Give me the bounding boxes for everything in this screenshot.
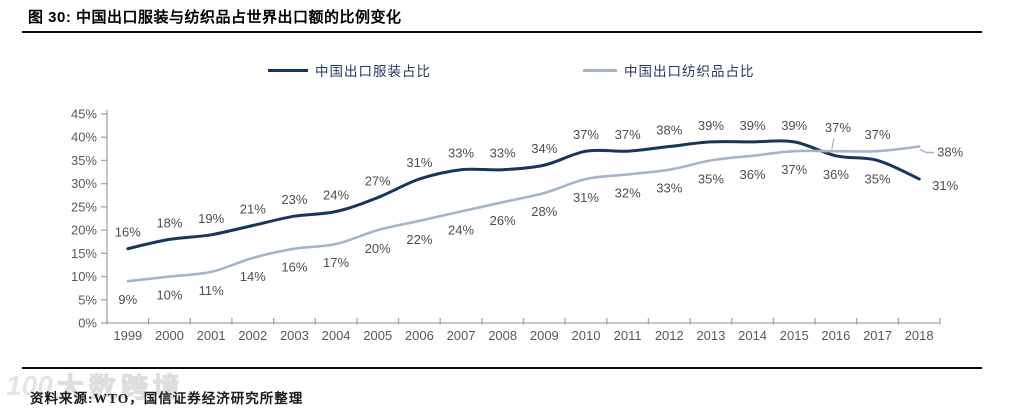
data-label: 28% bbox=[531, 204, 557, 219]
data-label: 24% bbox=[448, 223, 474, 238]
y-tick-label: 35% bbox=[71, 153, 97, 168]
x-tick-label: 2011 bbox=[614, 328, 642, 343]
legend-swatch-clothing-icon bbox=[268, 68, 308, 72]
label-leader-line bbox=[919, 148, 935, 154]
data-label: 31% bbox=[932, 178, 958, 193]
data-label: 23% bbox=[281, 192, 307, 207]
data-label: 39% bbox=[740, 118, 766, 133]
data-label: 38% bbox=[656, 123, 682, 138]
legend-label-textile: 中国出口纺织品占比 bbox=[624, 64, 755, 79]
title-rule bbox=[22, 31, 982, 33]
figure-title: 图 30: 中国出口服装与纺织品占世界出口额的比例变化 bbox=[28, 9, 402, 26]
data-label: 37% bbox=[781, 162, 807, 177]
x-tick-label: 2017 bbox=[863, 328, 892, 343]
data-label: 35% bbox=[698, 171, 724, 186]
source-note: 资料来源:WTO，国信证券经济研究所整理 bbox=[30, 391, 304, 406]
data-label: 36% bbox=[823, 167, 849, 182]
x-tick-label: 2014 bbox=[738, 328, 767, 343]
legend-item-textile: 中国出口纺织品占比 bbox=[583, 60, 755, 80]
x-tick-label: 2008 bbox=[488, 328, 517, 343]
data-label: 16% bbox=[115, 225, 141, 240]
x-tick-label: 1999 bbox=[113, 328, 142, 343]
data-label: 33% bbox=[448, 146, 474, 161]
y-tick-label: 10% bbox=[71, 269, 97, 284]
y-tick-label: 15% bbox=[71, 246, 97, 261]
data-label: 14% bbox=[240, 269, 266, 284]
footer-rule bbox=[22, 367, 982, 369]
y-tick-label: 25% bbox=[71, 199, 97, 214]
data-label: 32% bbox=[615, 185, 641, 200]
legend-swatch-textile-icon bbox=[583, 68, 617, 72]
y-tick-label: 0% bbox=[78, 316, 97, 331]
x-tick-label: 2001 bbox=[197, 328, 226, 343]
y-tick-label: 30% bbox=[71, 176, 97, 191]
legend-label-clothing: 中国出口服装占比 bbox=[315, 64, 431, 79]
x-tick-label: 2012 bbox=[655, 328, 684, 343]
data-label: 37% bbox=[865, 127, 891, 142]
data-label: 31% bbox=[573, 190, 599, 205]
data-label: 21% bbox=[240, 201, 266, 216]
data-label: 37% bbox=[573, 127, 599, 142]
data-label: 39% bbox=[781, 118, 807, 133]
data-label: 26% bbox=[490, 213, 516, 228]
x-tick-label: 2002 bbox=[238, 328, 267, 343]
series-line-0 bbox=[126, 139, 921, 251]
x-tick-label: 2000 bbox=[155, 328, 184, 343]
data-label: 37% bbox=[825, 120, 851, 135]
x-tick-label: 2007 bbox=[447, 328, 476, 343]
data-label: 33% bbox=[656, 181, 682, 196]
data-label: 20% bbox=[365, 241, 391, 256]
x-tick-label: 2005 bbox=[363, 328, 392, 343]
data-label: 38% bbox=[937, 145, 963, 160]
data-label: 11% bbox=[199, 283, 224, 298]
data-label: 27% bbox=[365, 174, 391, 189]
x-tick-label: 2010 bbox=[572, 328, 601, 343]
data-label: 18% bbox=[156, 215, 182, 230]
data-label: 17% bbox=[323, 255, 349, 270]
legend-item-clothing: 中国出口服装占比 bbox=[268, 60, 431, 80]
data-label: 22% bbox=[406, 232, 432, 247]
data-label: 35% bbox=[865, 171, 891, 186]
x-tick-label: 2009 bbox=[530, 328, 559, 343]
x-tick-label: 2013 bbox=[696, 328, 725, 343]
data-label: 24% bbox=[323, 188, 349, 203]
data-label: 10% bbox=[156, 288, 182, 303]
x-tick-label: 2004 bbox=[322, 328, 351, 343]
data-label: 37% bbox=[615, 127, 641, 142]
series-line-1 bbox=[126, 145, 921, 283]
data-label: 9% bbox=[118, 292, 137, 307]
y-tick-label: 20% bbox=[71, 223, 97, 238]
y-tick-label: 5% bbox=[78, 292, 97, 307]
label-leader-line bbox=[831, 138, 835, 150]
x-tick-label: 2006 bbox=[405, 328, 434, 343]
data-label: 19% bbox=[198, 211, 224, 226]
data-label: 34% bbox=[531, 141, 557, 156]
data-label: 16% bbox=[281, 260, 307, 275]
y-tick-label: 40% bbox=[71, 130, 97, 145]
x-tick-label: 2018 bbox=[905, 328, 934, 343]
x-tick-label: 2015 bbox=[780, 328, 809, 343]
x-tick-label: 2003 bbox=[280, 328, 309, 343]
data-label: 39% bbox=[698, 118, 724, 133]
data-label: 33% bbox=[490, 146, 516, 161]
data-label: 36% bbox=[740, 167, 766, 182]
y-tick-label: 45% bbox=[71, 107, 97, 122]
x-tick-label: 2016 bbox=[821, 328, 850, 343]
data-label: 31% bbox=[406, 155, 432, 170]
